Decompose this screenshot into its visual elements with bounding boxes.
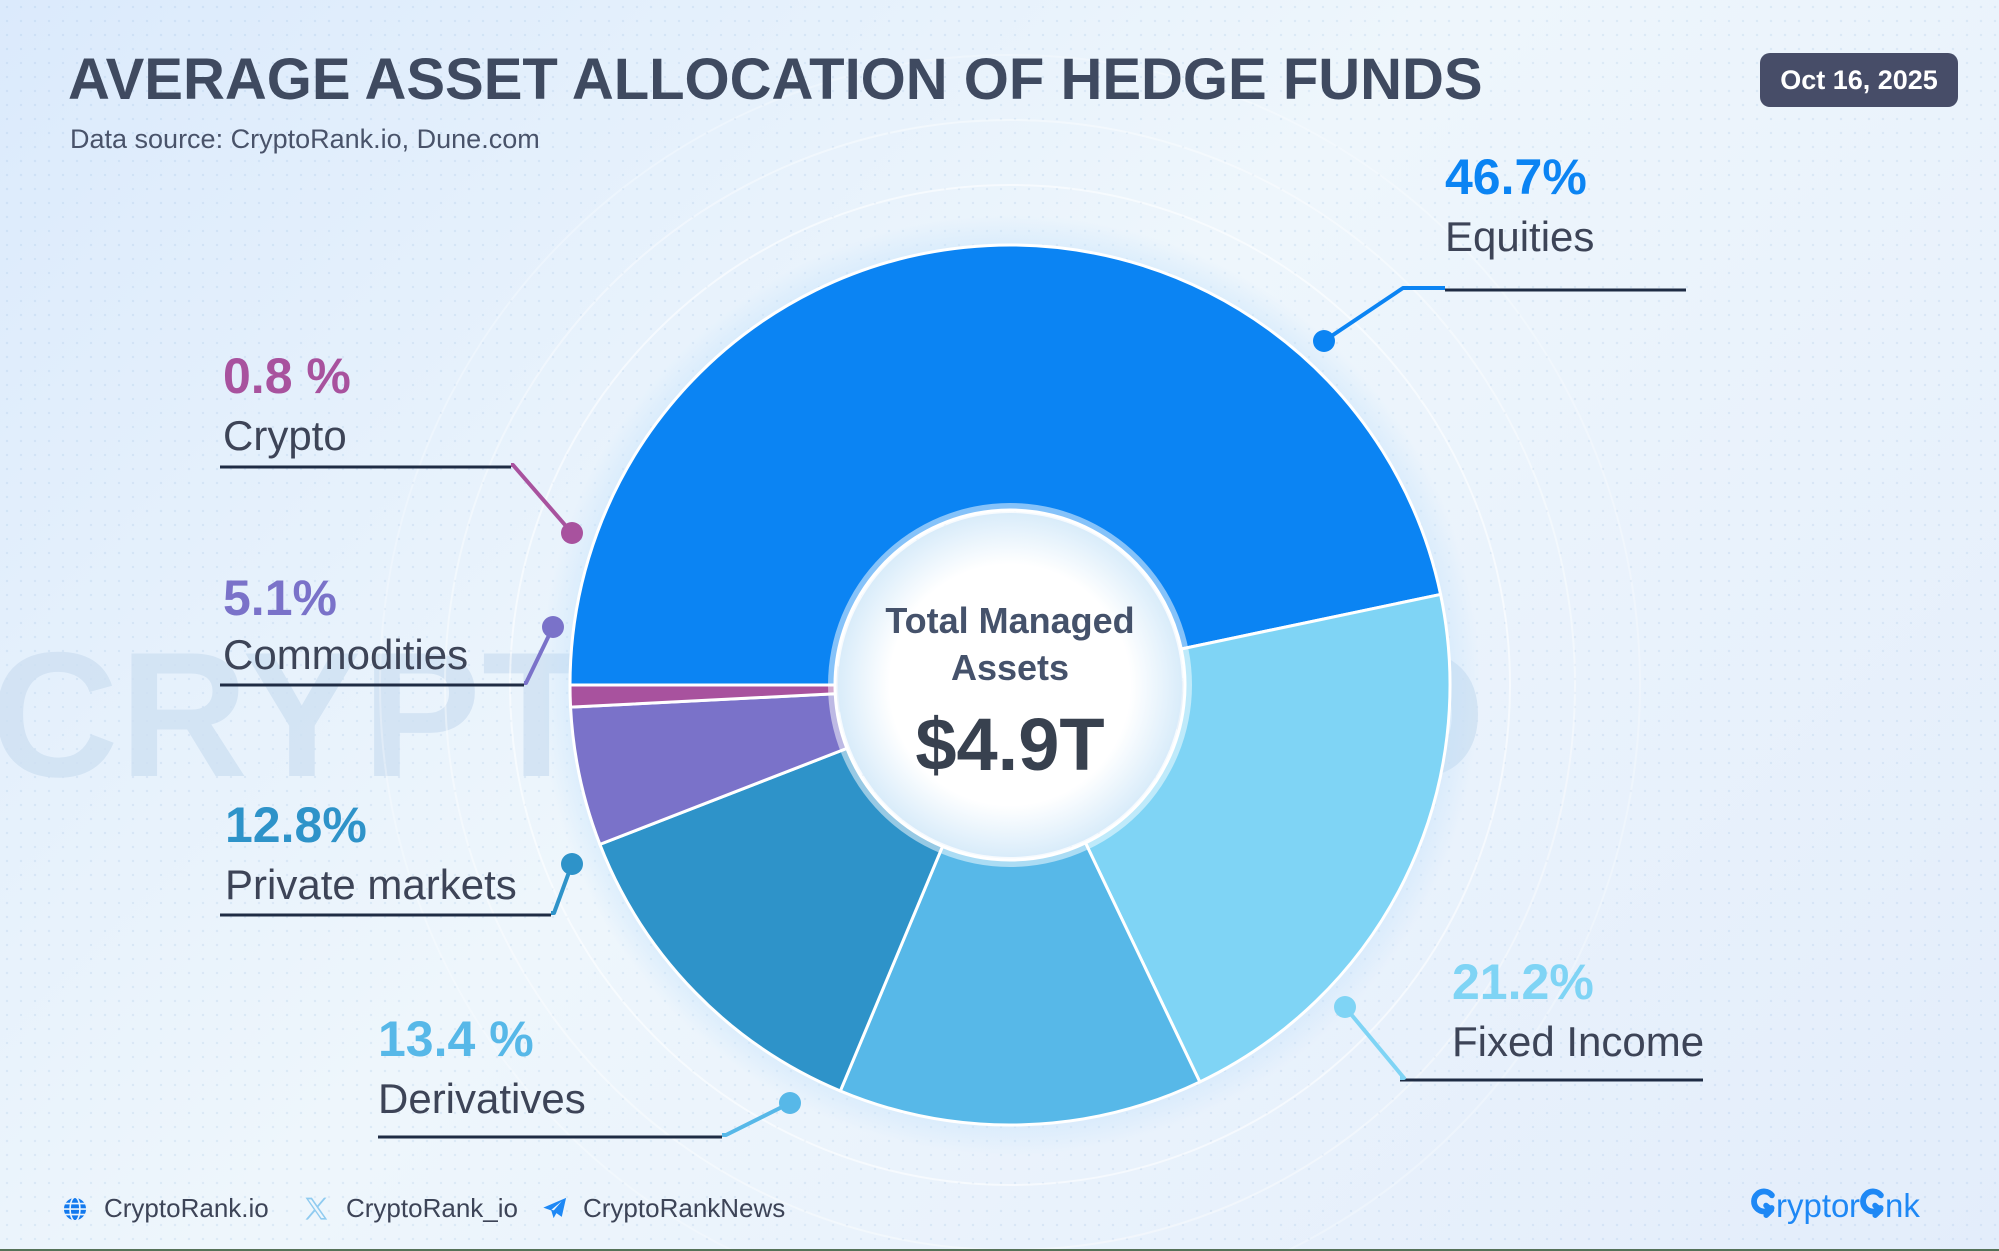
svg-text:r: r	[1849, 1187, 1860, 1224]
svg-text:rypto: rypto	[1776, 1187, 1849, 1224]
svg-text:nk: nk	[1885, 1187, 1920, 1224]
